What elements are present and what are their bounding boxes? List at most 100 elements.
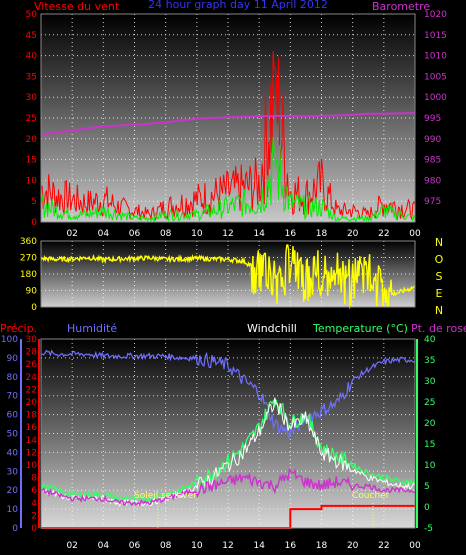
humidity-y-tick-label: 60 <box>7 411 19 421</box>
compass-label: N <box>435 304 443 317</box>
dewpoint-line <box>40 467 416 507</box>
precip-y-tick-label: 22 <box>26 385 37 395</box>
baro-y-tick-label: 1010 <box>424 52 447 62</box>
x-tick-label-bottom: 04 <box>98 541 110 551</box>
precip-y-tick-label: 14 <box>26 436 38 446</box>
humidity-line <box>41 349 416 441</box>
precip-y-tick-label: 0 <box>31 524 37 534</box>
barometer-axis-title: Barometre <box>372 0 430 13</box>
humidity-y-tick-label: 90 <box>7 354 19 364</box>
dewpoint-legend: Pt. de rosée <box>411 322 466 335</box>
wind-y-tick-label: 45 <box>26 31 37 41</box>
wind-y-tick-label: 20 <box>26 135 38 145</box>
x-tick-label-bottom: 02 <box>66 541 77 551</box>
temperature-y-tick-label: -5 <box>424 524 433 534</box>
compass-label: S <box>436 270 443 283</box>
x-tick-label-bottom: 22 <box>378 541 389 551</box>
x-tick-label-top: 02 <box>66 229 77 239</box>
temperature-y-tick-label: 0 <box>424 503 430 513</box>
wind-speed-line <box>40 51 416 221</box>
direction-panel-frame <box>40 240 416 308</box>
x-tick-label-top: 08 <box>160 229 172 239</box>
precip-y-tick-label: 2 <box>31 511 37 521</box>
x-tick-label-bottom: 14 <box>253 541 265 551</box>
x-tick-label-bottom: 00 <box>409 541 421 551</box>
x-tick-label-top: 14 <box>253 229 265 239</box>
humidity-y-tick-label: 70 <box>7 392 19 402</box>
x-tick-label-top: 04 <box>98 229 110 239</box>
x-tick-label-top: 00 <box>409 229 421 239</box>
sunset-annotation: Coucher <box>352 491 390 501</box>
x-tick-label-top: 22 <box>378 229 389 239</box>
x-tick-label-top: 10 <box>191 229 203 239</box>
wind-y-tick-label: 5 <box>31 197 37 207</box>
precip-y-tick-label: 20 <box>26 398 38 408</box>
wind-y-tick-label: 40 <box>26 52 38 62</box>
temperature-y-tick-label: 30 <box>424 377 436 387</box>
direction-y-tick-label: 0 <box>31 303 37 313</box>
wind-gust-line <box>40 137 416 223</box>
precip-y-tick-label: 8 <box>31 474 37 484</box>
x-tick-label-bottom: 12 <box>222 541 233 551</box>
wind-panel-frame <box>40 13 416 223</box>
temperature-y-tick-label: 40 <box>424 335 436 345</box>
wind-y-tick-label: 0 <box>31 218 37 228</box>
temperature-y-tick-label: 20 <box>424 419 436 429</box>
baro-y-tick-label: 1005 <box>424 72 447 82</box>
baro-y-tick-label: 980 <box>424 176 441 186</box>
direction-y-tick-label: 270 <box>20 254 37 264</box>
precip-y-tick-label: 16 <box>26 423 38 433</box>
x-tick-label-bottom: 18 <box>316 541 328 551</box>
temperature-y-tick-label: 10 <box>424 461 436 471</box>
temperature-y-tick-label: 5 <box>424 482 430 492</box>
precip-axis-title: Précip. <box>0 322 37 335</box>
precip-y-tick-label: 30 <box>26 335 38 345</box>
humidity-y-tick-label: 10 <box>7 505 19 515</box>
precip-y-tick-label: 28 <box>26 348 38 358</box>
x-tick-label-bottom: 16 <box>285 541 297 551</box>
humidity-y-tick-label: 50 <box>7 430 19 440</box>
precip-y-tick-label: 26 <box>26 360 38 370</box>
compass-label: O <box>435 253 444 266</box>
wind-y-tick-label: 35 <box>26 72 37 82</box>
humidity-axis-title: Humidité <box>67 322 117 335</box>
windchill-legend: Windchill <box>247 322 297 335</box>
precip-y-tick-label: 4 <box>31 499 37 509</box>
baro-y-tick-label: 1020 <box>424 10 447 20</box>
windchill-line <box>40 397 416 508</box>
x-tick-label-bottom: 20 <box>347 541 359 551</box>
compass-label: E <box>436 287 443 300</box>
barometer-line <box>40 112 416 136</box>
humidity-y-tick-label: 40 <box>7 448 19 458</box>
wind-y-tick-label: 30 <box>26 93 38 103</box>
humidity-y-tick-label: 80 <box>7 373 19 383</box>
humidity-panel-frame <box>40 338 416 529</box>
humidity-y-tick-label: 20 <box>7 486 19 496</box>
temperature-y-tick-label: 35 <box>424 356 435 366</box>
wind-speed-axis-title: Vitesse du vent <box>34 0 120 13</box>
humidity-y-tick-label: 30 <box>7 467 19 477</box>
humidity-y-tick-label: 100 <box>1 335 18 345</box>
x-tick-label-bottom: 08 <box>160 541 172 551</box>
x-tick-label-bottom: 06 <box>129 541 141 551</box>
wind-direction-line <box>40 244 416 310</box>
wind-y-tick-label: 15 <box>26 156 37 166</box>
baro-y-tick-label: 985 <box>424 156 441 166</box>
wind-y-tick-label: 10 <box>26 176 38 186</box>
compass-label: N <box>435 236 443 249</box>
x-tick-label-top: 20 <box>347 229 359 239</box>
x-tick-label-top: 18 <box>316 229 328 239</box>
precip-y-tick-label: 24 <box>26 373 38 383</box>
x-tick-label-top: 16 <box>285 229 297 239</box>
precip-y-tick-label: 18 <box>26 411 38 421</box>
precip-y-tick-label: 12 <box>26 448 37 458</box>
baro-y-tick-label: 1000 <box>424 93 447 103</box>
x-tick-label-bottom: 10 <box>191 541 203 551</box>
baro-y-tick-label: 975 <box>424 197 441 207</box>
direction-y-tick-label: 90 <box>26 287 38 297</box>
direction-y-tick-label: 180 <box>20 270 37 280</box>
temperature-axis-title: Temperature (°C) <box>312 322 408 335</box>
chart-title: 24 hour graph day 11 April 2012 <box>148 0 328 11</box>
